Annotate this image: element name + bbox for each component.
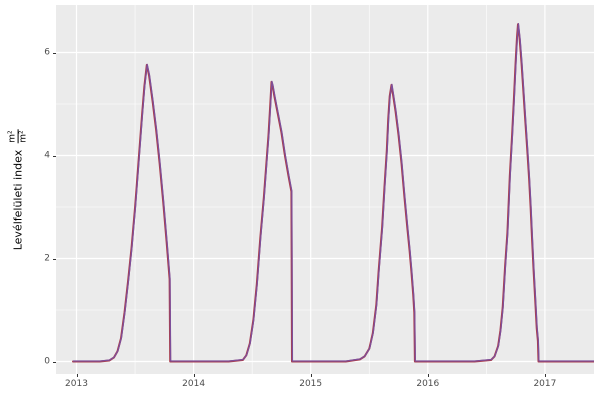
- x-tick-mark: [310, 374, 312, 377]
- x-tick-label: 2016: [416, 379, 440, 389]
- y-tick-mark: [53, 258, 56, 260]
- unit-denominator: m²: [18, 130, 29, 143]
- y-axis-title-text: Levélfelületi index: [11, 149, 25, 250]
- x-tick-mark: [427, 374, 429, 377]
- x-tick-label: 2015: [299, 379, 323, 389]
- x-tick-mark: [76, 374, 78, 377]
- y-tick-label: 4: [44, 150, 50, 160]
- x-tick-label: 2017: [533, 379, 557, 389]
- x-tick-mark: [544, 374, 546, 377]
- y-tick-mark: [53, 155, 56, 157]
- purple-series-line: [72, 23, 594, 362]
- plot-panel: [56, 5, 594, 374]
- y-tick-label: 0: [44, 356, 50, 366]
- y-tick-mark: [53, 52, 56, 54]
- y-tick-label: 6: [44, 47, 50, 57]
- x-tick-label: 2013: [65, 379, 88, 389]
- x-tick-mark: [193, 374, 195, 377]
- unit-numerator: m²: [7, 129, 19, 144]
- y-tick-label: 2: [44, 253, 50, 263]
- y-tick-mark: [53, 361, 56, 363]
- y-axis-title: Levélfelületi index m² m²: [4, 5, 32, 374]
- x-tick-label: 2014: [182, 379, 206, 389]
- y-axis-unit-fraction: m² m²: [7, 129, 29, 144]
